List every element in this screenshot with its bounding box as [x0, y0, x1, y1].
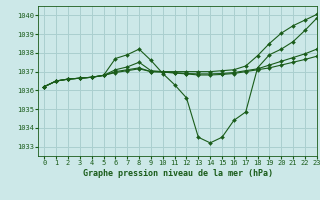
X-axis label: Graphe pression niveau de la mer (hPa): Graphe pression niveau de la mer (hPa): [83, 169, 273, 178]
